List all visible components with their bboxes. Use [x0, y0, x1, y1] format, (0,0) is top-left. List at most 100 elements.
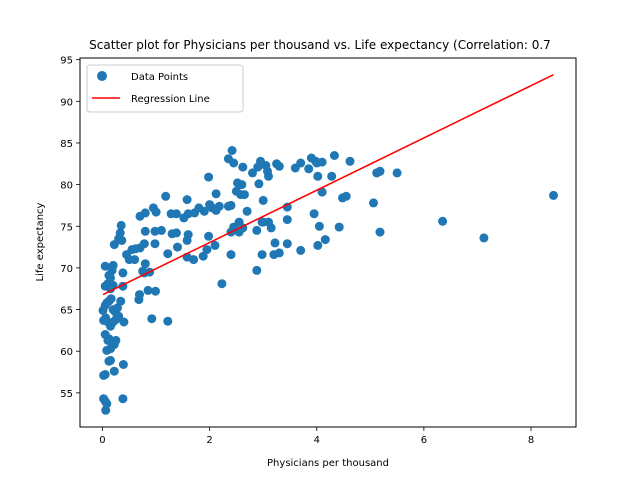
data-point — [317, 157, 327, 167]
x-tick-label: 6 — [421, 435, 427, 446]
data-point — [296, 245, 306, 255]
data-point — [151, 286, 160, 296]
data-point — [150, 239, 160, 249]
data-point — [242, 206, 252, 216]
data-point — [115, 228, 125, 238]
y-tick-label: 75 — [60, 222, 73, 233]
data-point — [270, 238, 280, 248]
data-point — [135, 290, 144, 300]
x-tick-label: 0 — [99, 435, 105, 446]
y-tick-label: 85 — [60, 139, 73, 150]
data-point — [100, 370, 110, 379]
data-point — [269, 250, 279, 260]
x-axis-label: Physicians per thousand — [267, 458, 389, 469]
data-point — [119, 317, 129, 327]
data-point — [341, 191, 351, 201]
legend-label-data-points: Data Points — [131, 72, 188, 83]
data-point — [118, 268, 128, 278]
chart-title: Scatter plot for Physicians per thousand… — [89, 38, 551, 52]
data-point — [227, 146, 237, 155]
data-point — [233, 178, 242, 188]
data-point — [264, 171, 273, 181]
regression-line — [102, 73, 554, 296]
data-point — [106, 294, 116, 304]
data-point — [329, 151, 339, 160]
data-point — [161, 191, 171, 201]
data-point — [254, 179, 264, 189]
data-point — [229, 158, 239, 168]
data-point — [204, 172, 214, 182]
data-point — [151, 207, 161, 217]
data-point — [171, 209, 181, 219]
data-point — [217, 279, 227, 289]
data-point — [118, 394, 128, 404]
data-point — [106, 273, 115, 283]
data-point — [282, 239, 292, 249]
data-point — [113, 303, 122, 313]
data-point — [140, 226, 150, 236]
data-point — [479, 233, 489, 243]
data-point — [549, 190, 558, 200]
plot-frame — [79, 57, 577, 428]
plot-area — [98, 73, 558, 415]
axes: 0 2 4 6 8 55 60 65 70 75 80 85 90 95 — [60, 56, 534, 446]
data-point — [183, 230, 193, 240]
x-tick-label: 8 — [528, 435, 534, 446]
legend-box — [86, 64, 244, 113]
x-tick-label: 2 — [206, 435, 212, 446]
data-point — [140, 259, 150, 269]
data-point — [210, 240, 220, 250]
x-tick-label: 4 — [314, 435, 320, 446]
data-point — [147, 314, 157, 324]
data-point — [140, 208, 150, 218]
data-point — [109, 366, 119, 376]
data-point — [282, 215, 292, 225]
data-point — [309, 209, 319, 219]
data-point — [171, 228, 181, 238]
data-point — [334, 222, 344, 232]
data-point — [369, 198, 378, 208]
data-point — [202, 245, 212, 255]
data-point — [226, 250, 236, 260]
data-point — [234, 217, 244, 227]
data-point — [266, 223, 276, 233]
y-tick-label: 90 — [60, 97, 73, 108]
legend-marker-data-points — [97, 71, 107, 81]
data-point — [252, 225, 262, 235]
legend: Data Points Regression Line — [86, 64, 244, 113]
data-point — [130, 255, 140, 265]
data-point — [111, 335, 121, 345]
data-point — [317, 187, 327, 197]
data-point — [248, 168, 257, 178]
y-tick-label: 95 — [60, 56, 73, 67]
data-point — [143, 285, 153, 295]
data-point — [257, 250, 267, 260]
data-point — [304, 164, 314, 174]
data-point — [104, 356, 114, 366]
data-point — [214, 201, 224, 211]
data-point — [102, 399, 112, 409]
data-point — [116, 296, 126, 306]
data-point — [156, 225, 166, 235]
data-point — [117, 235, 127, 245]
data-point — [375, 166, 385, 176]
data-point — [282, 202, 292, 212]
data-point — [313, 171, 323, 181]
y-tick-label: 60 — [60, 347, 73, 358]
data-point — [392, 168, 402, 178]
data-point — [239, 190, 249, 200]
data-point — [204, 231, 214, 241]
y-tick-label: 70 — [60, 264, 73, 275]
data-point — [226, 200, 236, 210]
data-point — [108, 280, 118, 290]
data-point — [100, 261, 110, 271]
data-point — [116, 220, 126, 230]
data-point — [258, 195, 268, 205]
data-point — [173, 242, 182, 252]
data-point — [314, 221, 324, 231]
data-point — [296, 158, 306, 168]
y-axis-label: Life expectancy — [35, 202, 46, 281]
data-point — [182, 195, 192, 205]
data-point — [139, 239, 149, 249]
data-point — [327, 171, 337, 181]
